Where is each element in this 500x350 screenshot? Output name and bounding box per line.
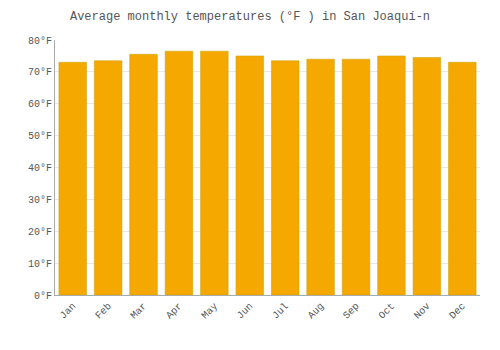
svg-text:Aug: Aug (306, 301, 327, 322)
svg-text:Apr: Apr (164, 301, 185, 322)
svg-text:Average monthly temperatures (: Average monthly temperatures (°F ) in Sa… (70, 10, 430, 24)
svg-text:80°F: 80°F (28, 36, 52, 47)
svg-text:30°F: 30°F (28, 195, 52, 206)
svg-text:Jan: Jan (58, 301, 79, 322)
svg-text:Nov: Nov (412, 301, 433, 322)
svg-text:20°F: 20°F (28, 227, 52, 238)
svg-text:Feb: Feb (93, 301, 114, 322)
svg-text:Mar: Mar (129, 301, 150, 322)
svg-text:0°F: 0°F (34, 291, 52, 302)
svg-text:Jun: Jun (235, 301, 256, 322)
svg-text:Dec: Dec (447, 301, 468, 322)
svg-text:70°F: 70°F (28, 67, 52, 78)
svg-text:Sep: Sep (341, 301, 362, 322)
svg-text:Oct: Oct (377, 301, 398, 322)
svg-text:Jul: Jul (270, 301, 291, 322)
svg-text:May: May (200, 301, 221, 322)
svg-text:50°F: 50°F (28, 131, 52, 142)
svg-text:40°F: 40°F (28, 163, 52, 174)
svg-text:60°F: 60°F (28, 99, 52, 110)
svg-text:10°F: 10°F (28, 259, 52, 270)
